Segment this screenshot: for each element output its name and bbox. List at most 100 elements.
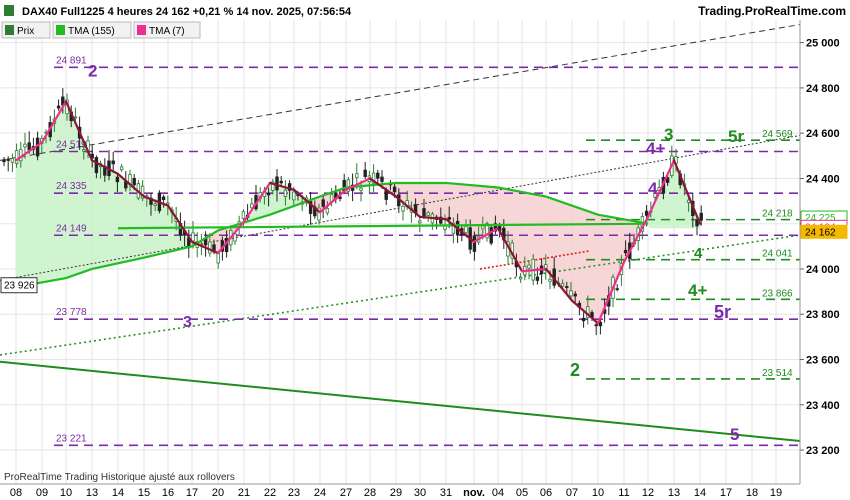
x-tick-label: 24 [314, 487, 326, 499]
legend-swatch [56, 25, 65, 35]
candle [665, 177, 670, 183]
candle [548, 278, 552, 282]
x-tick-label: 29 [390, 487, 402, 499]
candle [535, 276, 540, 281]
x-tick-label: 09 [36, 487, 48, 499]
candle [581, 317, 586, 322]
tma7-segment [496, 227, 524, 273]
x-tick-label: 19 [770, 487, 782, 499]
wave-label: 3 [183, 314, 192, 331]
chart-title: DAX40 Full1225 4 heures 24 162 +0,21 % 1… [22, 6, 352, 18]
candle [283, 189, 288, 197]
tma7-segment [596, 261, 626, 325]
y-tick-label: 25 000 [806, 38, 840, 50]
candle [266, 193, 271, 196]
y-tick-label: 23 600 [806, 355, 840, 367]
candle [287, 183, 292, 191]
tma155-line[interactable] [15, 181, 649, 289]
x-tick-label: 13 [668, 487, 680, 499]
y-tick-label: 24 400 [806, 173, 840, 185]
candle [338, 196, 342, 199]
price-level-label: 24 335 [56, 181, 87, 192]
x-tick-label: 10 [592, 487, 604, 499]
candle [363, 169, 367, 177]
legend-swatch [137, 25, 146, 35]
x-tick-label: 04 [492, 487, 504, 499]
candle [132, 178, 136, 186]
candle [623, 249, 628, 254]
y-tick-label: 24 000 [806, 264, 840, 276]
legend-item[interactable] [133, 21, 201, 39]
x-tick-label: 14 [112, 487, 124, 499]
tma7-segment [90, 159, 120, 176]
price-level-label: 24 891 [56, 55, 87, 66]
x-tick-label: 18 [746, 487, 758, 499]
tma7-segment [544, 267, 574, 302]
tma7-segment [142, 195, 170, 207]
candle [422, 208, 426, 217]
candle [653, 193, 657, 198]
x-tick-label: 16 [162, 487, 174, 499]
x-tick-label: 21 [238, 487, 250, 499]
tma7-segment [646, 159, 676, 219]
candle [94, 157, 99, 174]
x-tick-label: 23 [288, 487, 300, 499]
x-tick-label: 07 [566, 487, 578, 499]
left-price-badge [0, 277, 38, 294]
x-tick-label: 28 [364, 487, 376, 499]
candle [191, 232, 195, 242]
price-level-label: 24 149 [56, 223, 87, 234]
x-tick-label: 10 [60, 487, 72, 499]
tma7-segment [622, 215, 650, 264]
candle [279, 180, 283, 184]
x-tick-label: 27 [340, 487, 352, 499]
candle [376, 172, 380, 179]
x-tick-label: nov. [463, 487, 485, 499]
candle [560, 283, 565, 287]
target-level-label: 24 218 [762, 209, 793, 220]
candle [401, 205, 405, 212]
candle [325, 208, 330, 214]
wave-label: 2 [570, 360, 580, 380]
candle [439, 216, 443, 224]
lower-trendline[interactable] [0, 134, 801, 281]
red-dotted-line[interactable] [479, 250, 591, 270]
candle [565, 286, 569, 288]
brand-text: Trading.ProRealTime.com [698, 4, 846, 18]
wave-label: 4+ [646, 139, 665, 158]
candle [140, 185, 145, 199]
x-tick-label: 31 [440, 487, 452, 499]
candle [208, 241, 212, 254]
x-tick-label: 12 [642, 487, 654, 499]
tma7-segment [64, 100, 94, 162]
y-tick-label: 24 600 [806, 128, 840, 140]
candle [10, 157, 15, 163]
candle [384, 189, 388, 200]
candle [308, 201, 313, 214]
tma7-segment [570, 299, 600, 325]
legend-label: TMA (155) [68, 26, 115, 37]
upper-trendline[interactable] [0, 24, 801, 161]
x-tick-label: 20 [212, 487, 224, 499]
wave-label: 3 [664, 125, 673, 144]
legend-swatch [5, 25, 14, 35]
right-price-badge [800, 224, 848, 239]
price-level-label: 23 778 [56, 307, 87, 318]
candle [573, 293, 577, 297]
tma7-segment [242, 181, 272, 223]
right-price-badge-label: 24 225 [805, 213, 836, 224]
candle [464, 225, 468, 234]
long-trendline[interactable] [0, 360, 801, 442]
candle [472, 235, 477, 252]
y-tick-label: 23 400 [806, 400, 840, 412]
candle [317, 207, 321, 221]
candle [2, 159, 6, 163]
wave-label: 4 [648, 179, 658, 198]
wave-label: 4+ [688, 281, 707, 300]
x-tick-label: 08 [10, 487, 22, 499]
wave-label: 5r [714, 302, 731, 322]
tma7-segment [116, 172, 146, 198]
legend-item[interactable] [52, 21, 132, 39]
